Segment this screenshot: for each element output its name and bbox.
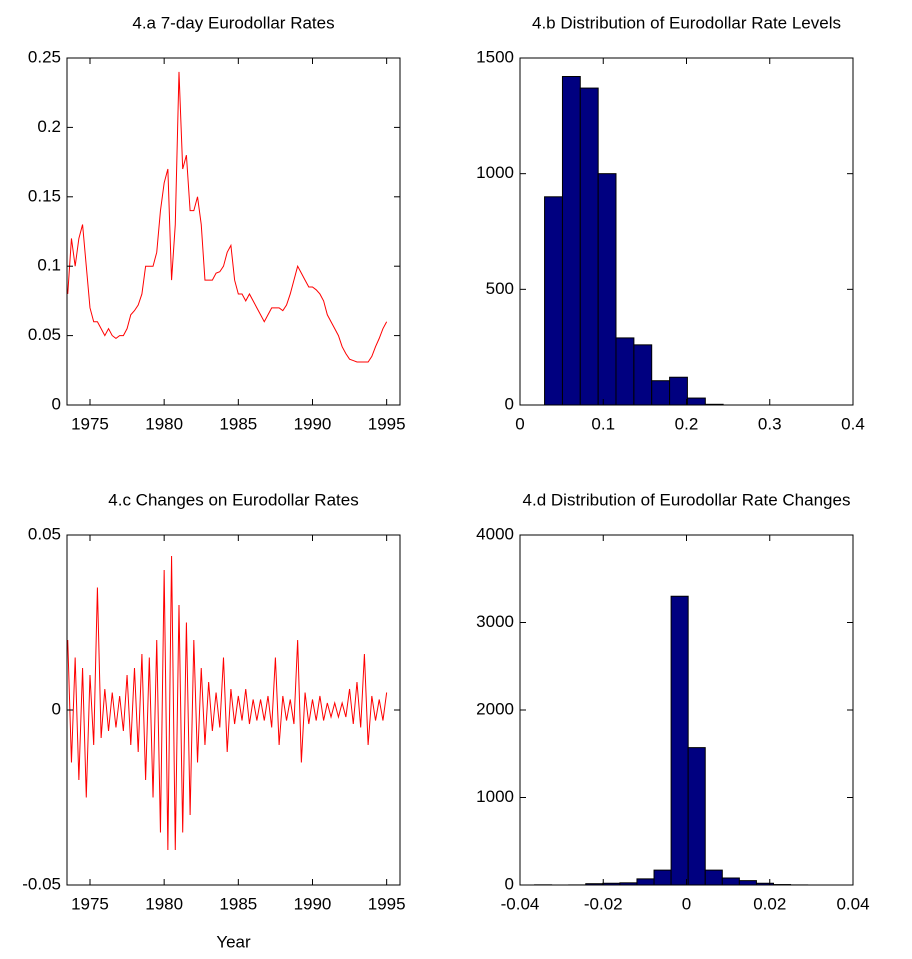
y-tick-label: 0.15: [28, 186, 61, 205]
x-tick-label: 1975: [71, 414, 109, 433]
subplot: 4.b Distribution of Eurodollar Rate Leve…: [476, 13, 865, 433]
axes-box: [66, 57, 401, 406]
x-tick-label: 0.04: [836, 894, 869, 913]
bar: [651, 380, 671, 405]
x-tick-label: 1990: [294, 414, 332, 433]
bar: [561, 76, 581, 405]
y-tick-label: 1000: [476, 787, 514, 806]
plot-area: [544, 76, 724, 405]
chart-title: 4.b Distribution of Eurodollar Rate Leve…: [532, 13, 841, 32]
y-tick-label: 0: [52, 699, 61, 718]
y-tick-label: -0.05: [22, 874, 61, 893]
bar: [633, 344, 653, 405]
x-tick-label: 1990: [294, 894, 332, 913]
bar: [704, 869, 723, 885]
y-tick-label: 0.1: [37, 256, 61, 275]
chart-title: 4.a 7-day Eurodollar Rates: [132, 13, 334, 32]
y-tick-label: 0: [505, 394, 514, 413]
chart-title: 4.d Distribution of Eurodollar Rate Chan…: [523, 490, 851, 509]
y-tick-label: 1000: [476, 163, 514, 182]
bar: [670, 595, 689, 885]
x-axis-label: Year: [216, 932, 251, 951]
chart-title: 4.c Changes on Eurodollar Rates: [108, 490, 358, 509]
x-tick-label: 0: [515, 414, 524, 433]
bar: [615, 337, 635, 405]
x-tick-label: 1995: [368, 414, 406, 433]
x-tick-label: 1985: [219, 894, 257, 913]
x-tick-label: -0.04: [501, 894, 540, 913]
x-tick-label: 0: [682, 894, 691, 913]
subplot: 4.a 7-day Eurodollar Rates 1975 1980 1985 19…: [28, 13, 406, 433]
y-tick-label: 0.2: [37, 117, 61, 136]
x-tick-label: 1980: [145, 414, 183, 433]
bar: [721, 877, 740, 885]
subplot: 4.d Distribution of Eurodollar Rate Chan…: [476, 490, 869, 913]
x-tick-label: 1985: [219, 414, 257, 433]
bar: [653, 869, 672, 885]
bar: [687, 747, 706, 885]
y-tick-label: 2000: [476, 699, 514, 718]
data-line: [67, 71, 388, 363]
plot-area: [534, 595, 809, 885]
bar: [544, 196, 563, 405]
y-tick-label: 0.25: [28, 47, 61, 66]
plot-area: [67, 555, 388, 851]
bar: [579, 87, 599, 405]
x-tick-label: 1980: [145, 894, 183, 913]
subplot: 4.c Changes on Eurodollar Rates 1975 1980 1…: [22, 490, 405, 951]
x-tick-label: 1975: [71, 894, 109, 913]
y-tick-label: 4000: [476, 524, 514, 543]
plot-area: [67, 71, 388, 363]
x-tick-label: 0.1: [591, 414, 615, 433]
y-tick-label: 0: [52, 394, 61, 413]
y-tick-label: 0: [505, 874, 514, 893]
bar: [669, 376, 688, 405]
x-tick-label: 0.2: [675, 414, 699, 433]
y-tick-label: 500: [486, 279, 514, 298]
bar: [738, 880, 757, 885]
bar: [636, 878, 655, 885]
x-tick-label: 0.02: [753, 894, 786, 913]
x-tick-label: 0.4: [841, 414, 865, 433]
y-tick-label: 1500: [476, 47, 514, 66]
x-tick-label: 1995: [368, 894, 406, 913]
y-tick-label: 0.05: [28, 325, 61, 344]
x-tick-label: -0.02: [584, 894, 623, 913]
y-tick-label: 3000: [476, 612, 514, 631]
x-tick-label: 0.3: [758, 414, 782, 433]
data-line: [67, 555, 388, 851]
bar: [686, 397, 706, 405]
bar: [597, 173, 617, 405]
y-tick-label: 0.05: [28, 524, 61, 543]
